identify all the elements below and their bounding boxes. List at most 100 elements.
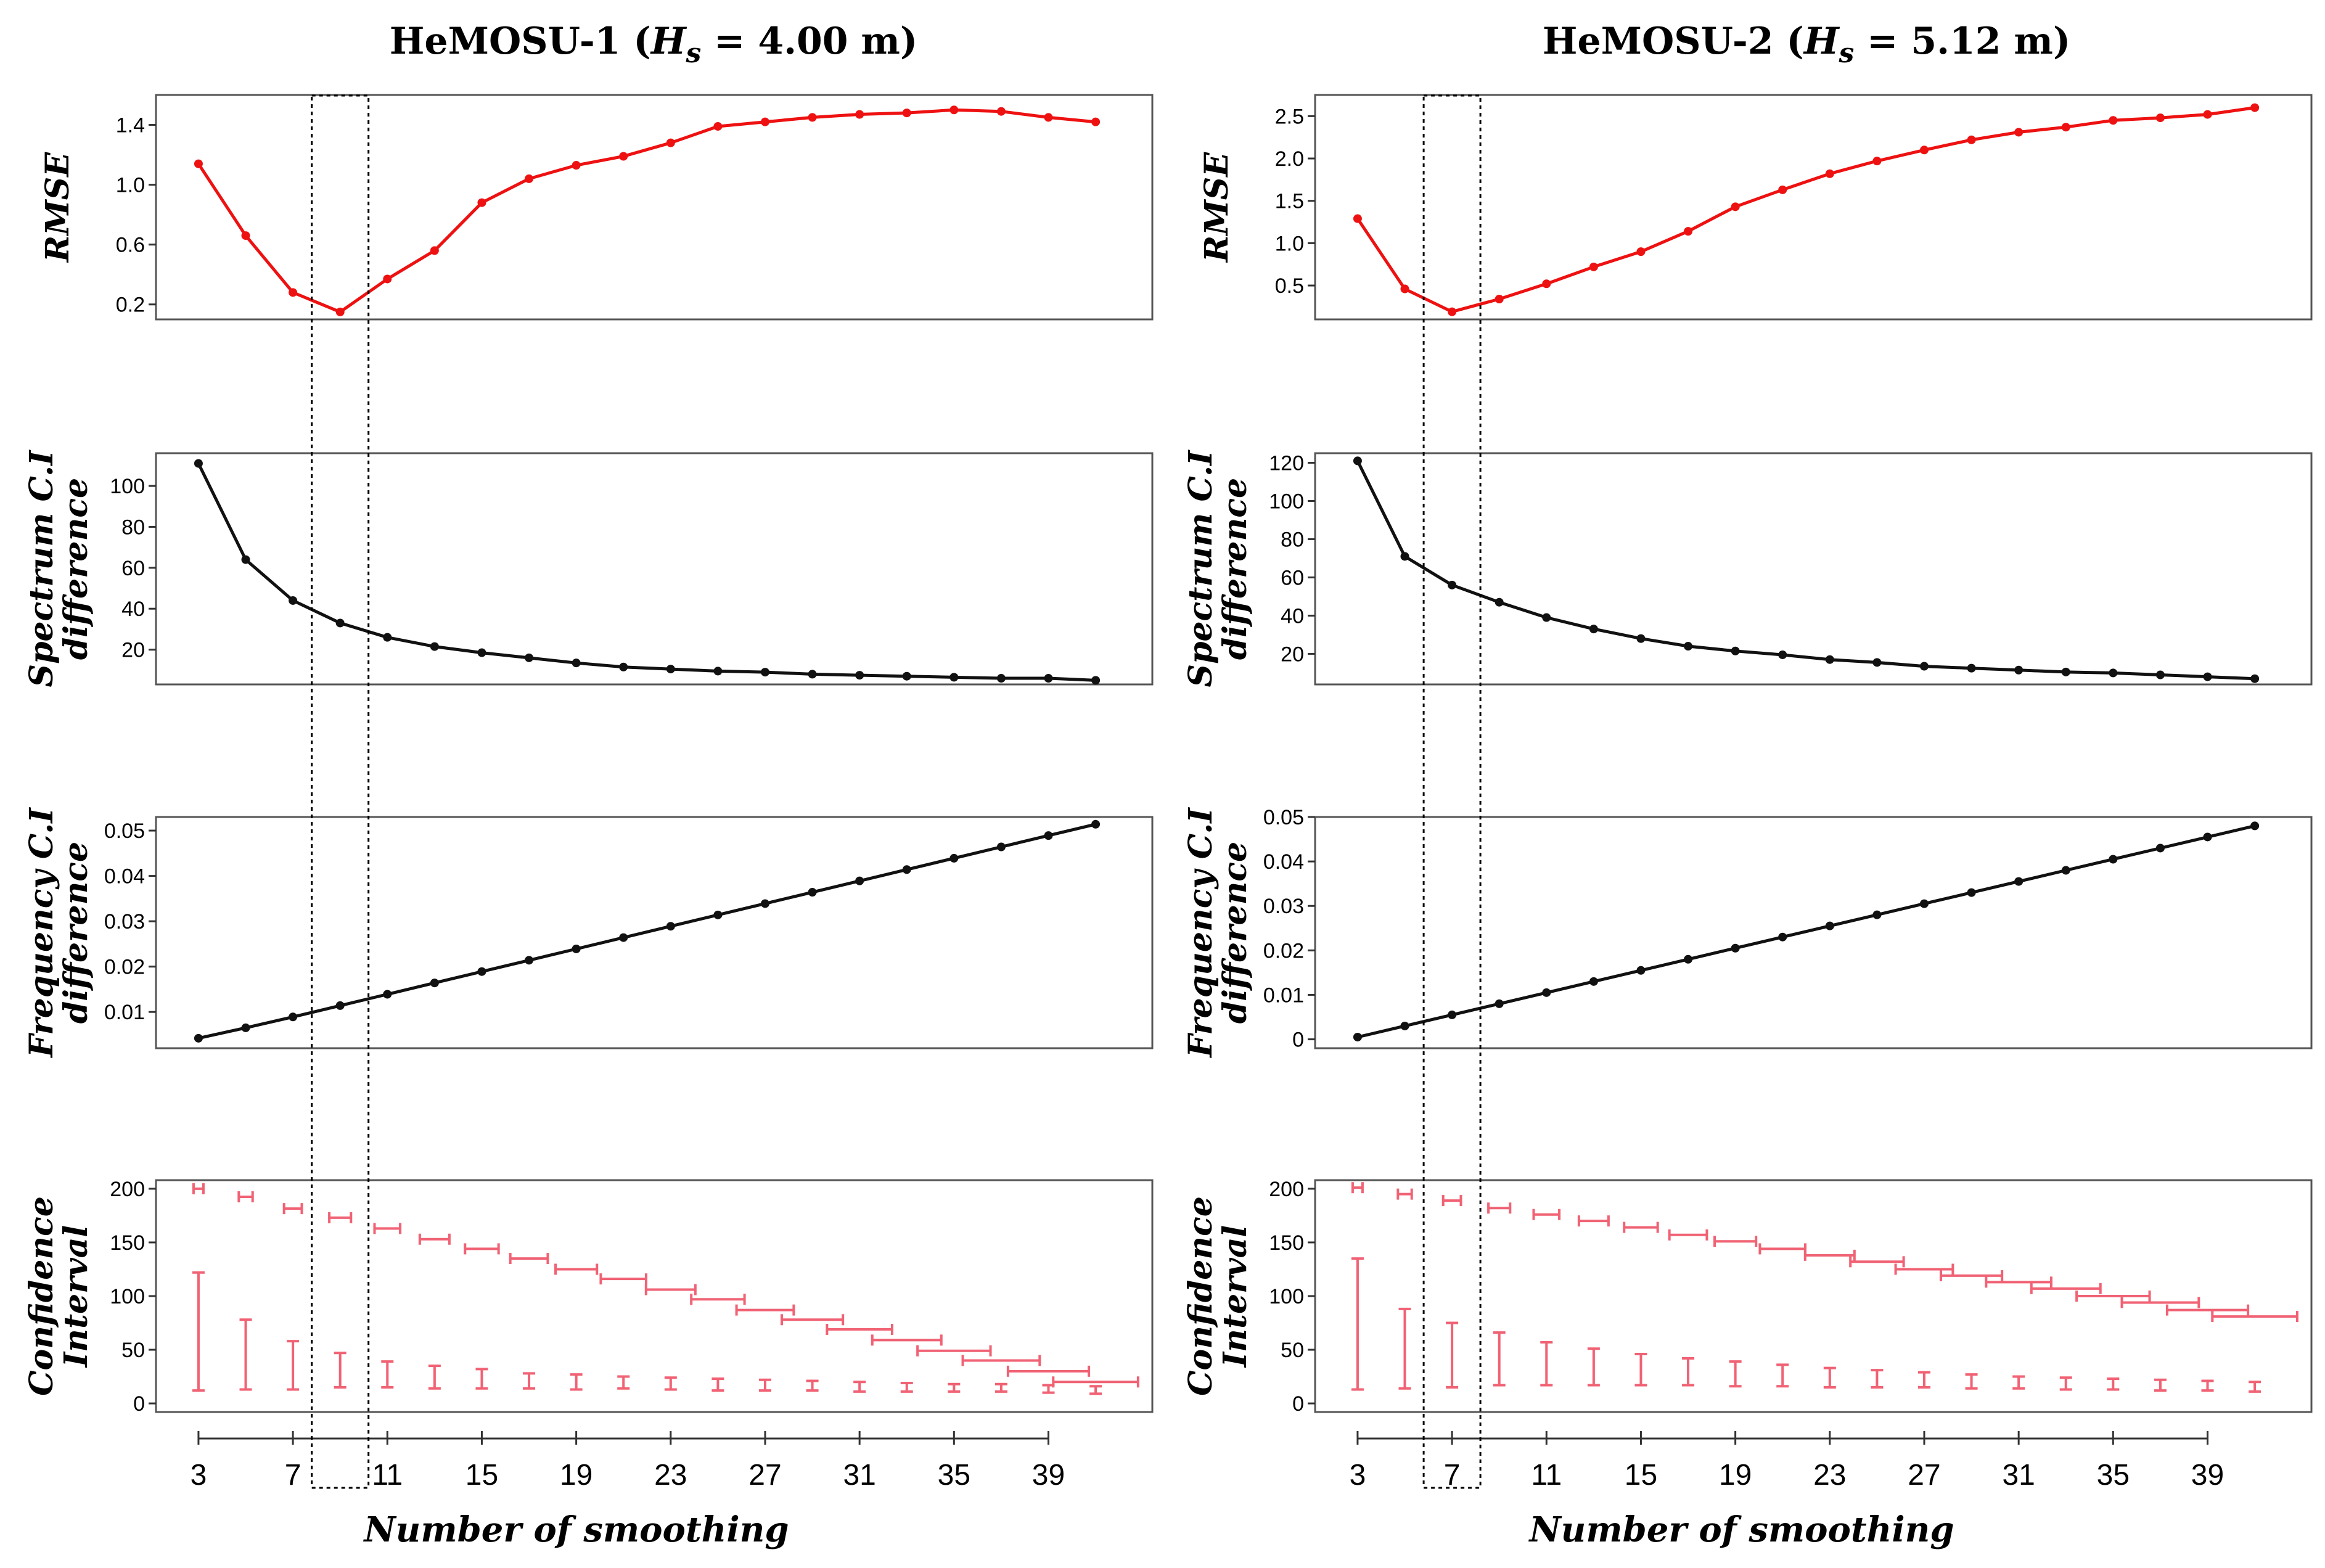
data-point: [2061, 866, 2070, 875]
subplot-frequency-ci: 0.01 0.02 0.03 0.04 0.05 Frequency C.Idiffere…: [23, 807, 1154, 1059]
data-point: [1778, 932, 1787, 942]
data-point: [430, 979, 439, 988]
data-point: [1495, 597, 1504, 607]
y-tick-label: 0.02: [104, 956, 145, 979]
data-point: [1589, 625, 1598, 634]
y-tick-label: 0.03: [1263, 895, 1304, 918]
data-point: [1542, 279, 1551, 289]
ci-upper-bar: [961, 1355, 1041, 1366]
data-point: [1353, 456, 1362, 466]
y-tick-label: 1.4: [116, 114, 145, 138]
x-tick-label: 7: [1444, 1459, 1461, 1492]
ci-lower-bar: [1540, 1340, 1553, 1387]
plot-frame: [1314, 1179, 2313, 1413]
y-tick-label: 40: [1281, 604, 1304, 628]
x-tick-label: 39: [1032, 1459, 1065, 1492]
data-point: [1825, 169, 1834, 178]
y-axis-label: Frequency C.Idifference: [1182, 807, 1254, 1059]
y-tick-label: 80: [121, 515, 145, 539]
ci-upper-bar: [644, 1284, 697, 1295]
series-line: [197, 462, 1096, 682]
ci-upper-bar: [871, 1334, 943, 1346]
series-line: [198, 823, 1096, 1040]
data-point: [760, 899, 769, 908]
x-tick-label: 15: [465, 1459, 498, 1492]
subplot-spectrum-ci: 20 40 60 80 100 Spectrum C.Idifference: [23, 449, 1154, 688]
data-point: [2250, 674, 2260, 683]
y-tick-label: 0.01: [1263, 983, 1304, 1007]
ci-lower-bar: [994, 1382, 1007, 1393]
data-point: [949, 853, 959, 863]
data-point: [2155, 670, 2165, 679]
y-tick-label: 1.0: [116, 174, 145, 197]
ci-upper-bar: [509, 1253, 549, 1265]
x-tick-label: 35: [2097, 1459, 2130, 1492]
x-tick-label: 19: [560, 1459, 593, 1492]
subplot-rmse: 0.5 1.0 1.5 2.0 2.5 RMSE: [1198, 94, 2313, 321]
y-tick-label: 120: [1269, 451, 1304, 475]
data-point: [996, 842, 1006, 852]
data-point: [2155, 844, 2165, 853]
data-point: [1919, 146, 1929, 155]
plot-frame: [1314, 94, 2313, 321]
ci-lower-bar: [1729, 1360, 1742, 1388]
x-tick-label: 19: [1719, 1459, 1752, 1492]
data-point: [1872, 157, 1882, 166]
y-tick-label: 50: [1281, 1339, 1304, 1362]
plot-frame: [155, 94, 1154, 321]
data-point: [241, 231, 250, 240]
ci-lower-bar: [948, 1382, 961, 1393]
data-point: [241, 555, 250, 564]
ci-upper-bar: [1985, 1276, 2052, 1288]
ci-lower-bar: [1587, 1347, 1600, 1387]
ci-upper-bar: [1351, 1182, 1364, 1194]
y-tick-label: 80: [1281, 528, 1304, 551]
data-point: [335, 307, 345, 316]
data-point: [1542, 613, 1551, 622]
data-point: [2203, 672, 2212, 681]
data-point: [808, 888, 817, 897]
y-axis-label: Spectrum C.Idifference: [23, 449, 95, 688]
data-point: [1967, 663, 1976, 673]
ci-upper-bar: [1487, 1202, 1512, 1214]
y-axis-label: ConfidenceInterval: [23, 1196, 95, 1396]
y-tick-label: 200: [1269, 1178, 1304, 1201]
series-line: [1357, 824, 2255, 1039]
data-point: [1448, 580, 1457, 589]
ci-lower-bar: [1351, 1257, 1364, 1391]
data-point: [1825, 655, 1834, 664]
x-tick-label: 23: [1813, 1459, 1846, 1492]
data-point: [289, 1012, 298, 1022]
data-point: [289, 596, 298, 605]
data-point: [996, 674, 1006, 683]
data-point: [194, 159, 203, 168]
data-point: [2014, 128, 2024, 137]
x-tick-label: 7: [285, 1459, 301, 1492]
x-tick-label: 27: [1908, 1459, 1940, 1492]
data-point: [289, 288, 298, 297]
x-axis-label: Number of smoothing: [1528, 1509, 1954, 1550]
ci-upper-bar: [1577, 1215, 1610, 1227]
data-point: [1967, 888, 1976, 897]
data-point: [1448, 1010, 1457, 1019]
data-point: [713, 910, 723, 919]
y-axis-label: RMSE: [1198, 152, 1236, 263]
data-point: [855, 876, 864, 885]
x-tick-label: 15: [1625, 1459, 1657, 1492]
y-tick-label: 0.05: [1263, 806, 1304, 829]
ci-upper-bar: [916, 1345, 992, 1357]
data-point: [760, 117, 769, 126]
ci-upper-bar: [735, 1304, 795, 1316]
y-tick-label: 40: [121, 597, 145, 621]
data-point: [1400, 284, 1409, 293]
y-tick-label: 20: [121, 639, 145, 662]
data-point: [335, 618, 345, 628]
ci-upper-bar: [373, 1223, 402, 1234]
ci-lower-bar: [853, 1381, 866, 1393]
data-point: [1044, 831, 1053, 840]
data-point: [855, 671, 864, 680]
ci-lower-bar: [2012, 1375, 2025, 1390]
ci-upper-bar: [554, 1263, 599, 1275]
data-point: [808, 113, 817, 122]
plot-frame: [1314, 816, 2313, 1049]
